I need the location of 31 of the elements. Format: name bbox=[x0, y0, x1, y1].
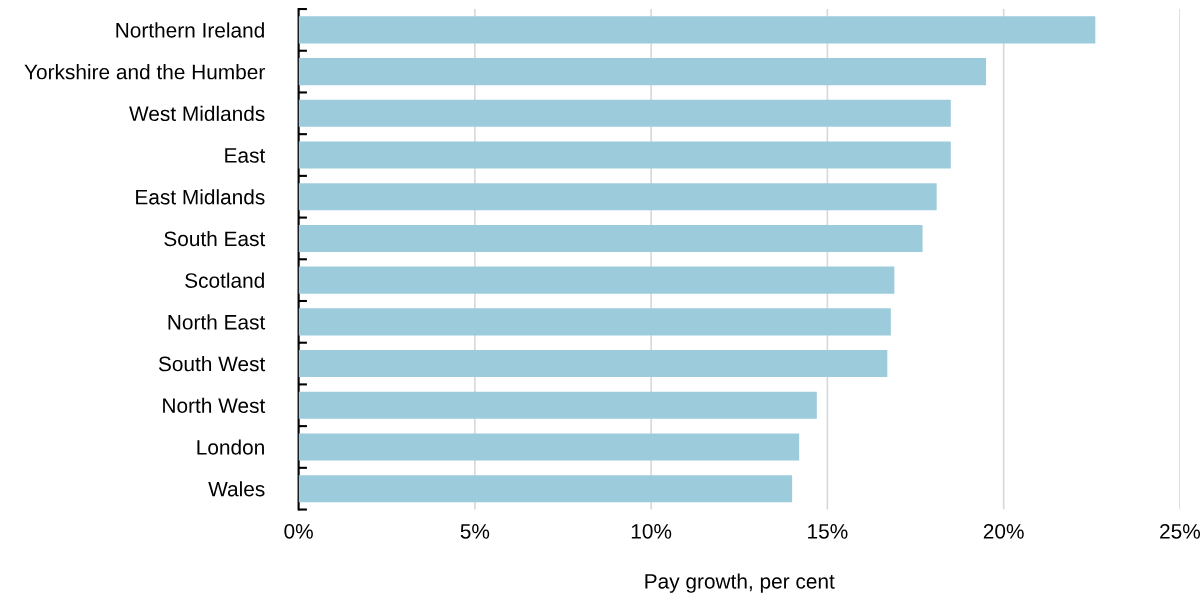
y-tick-label: Yorkshire and the Humber bbox=[24, 64, 265, 80]
x-tick-label: 0% bbox=[284, 523, 313, 539]
x-tick-label: 10% bbox=[631, 523, 672, 539]
bar bbox=[298, 183, 937, 211]
y-tick-label: South West bbox=[158, 356, 266, 372]
bar bbox=[298, 308, 891, 336]
x-tick-label: 15% bbox=[808, 524, 848, 539]
bar bbox=[298, 58, 987, 86]
y-tick-label: Wales bbox=[208, 481, 265, 497]
bar bbox=[298, 224, 923, 252]
bar bbox=[298, 433, 800, 461]
x-tick-label: 20% bbox=[983, 523, 1024, 539]
bar bbox=[298, 266, 895, 294]
y-tick-label: East bbox=[225, 148, 266, 163]
y-tick-label: East Midlands bbox=[136, 189, 265, 205]
x-tick-label: 25% bbox=[1160, 523, 1201, 539]
bar bbox=[298, 141, 951, 169]
y-tick-label: London bbox=[197, 439, 264, 455]
y-tick-label: Scotland bbox=[185, 272, 264, 288]
y-tick-label: North East bbox=[168, 314, 266, 330]
y-tick-label: West Midlands bbox=[129, 105, 265, 122]
x-axis-title: Pay growth, per cent bbox=[645, 573, 835, 593]
bar bbox=[298, 16, 1096, 44]
y-tick-label: North West bbox=[163, 397, 266, 414]
y-tick-label: Northern Ireland bbox=[116, 22, 264, 38]
y-tick-label: South East bbox=[164, 230, 266, 247]
bar bbox=[298, 350, 888, 378]
bar bbox=[298, 391, 817, 419]
bar bbox=[298, 99, 951, 127]
x-tick-label: 5% bbox=[460, 524, 490, 539]
bar bbox=[298, 475, 793, 503]
